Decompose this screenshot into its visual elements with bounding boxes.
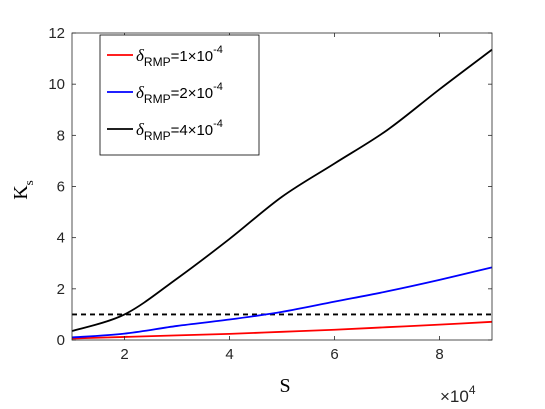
legend-label-1: δRMP=1×10-4 [136,44,223,69]
x-tick-label: 4 [225,346,233,363]
x-axis-label: S [279,375,290,397]
y-tick-label: 0 [57,332,65,349]
series-line-1 [71,320,493,340]
y-tick-label: 12 [48,25,65,42]
y-tick-label: 6 [57,179,65,196]
x-tick-label: 8 [435,346,443,363]
y-tick-label: 4 [57,230,65,247]
x-tick-label: 2 [120,346,128,363]
x-tick-label: 6 [330,346,338,363]
series-line-3 [71,48,493,332]
x-multiplier-base: ×10 [440,387,469,406]
series-line-2 [71,266,493,339]
ticks-group: 2 4 6 8 0 2 4 6 8 10 12 [48,25,492,363]
x-axis-multiplier: ×104 [440,383,476,406]
legend: δRMP=1×10-4 δRMP=2×10-4 δRMP=4×10-4 [99,34,260,156]
legend-label-3: δRMP=4×10-4 [136,118,223,143]
y-tick-label: 2 [57,281,65,298]
y-tick-label: 8 [57,127,65,144]
y-axis-label-group: Ks [10,180,36,200]
legend-label-2: δRMP=2×10-4 [136,81,223,106]
series-group [71,48,493,340]
x-multiplier-exponent: 4 [469,383,476,397]
y-axis-label-subscript: s [21,180,36,185]
y-axis-label: K [10,185,32,200]
svg-text:Ks: Ks [10,180,36,200]
y-tick-label: 10 [48,76,65,93]
